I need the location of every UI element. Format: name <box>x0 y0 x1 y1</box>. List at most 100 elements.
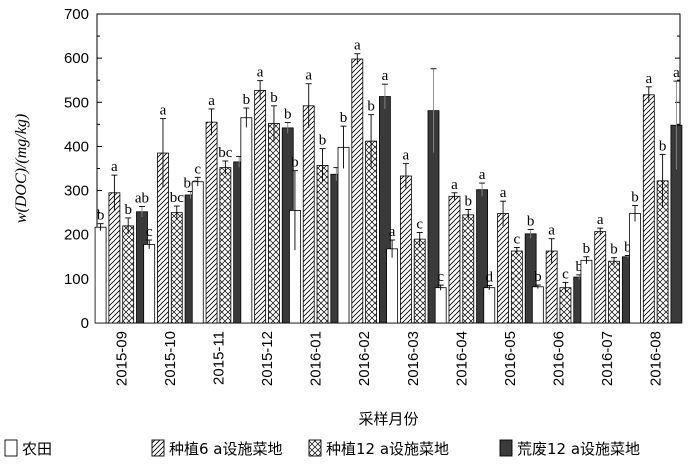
bar <box>629 213 641 324</box>
significance-label: a <box>111 159 118 175</box>
y-tick-label: 400 <box>64 138 89 155</box>
plot-area: 0100200300400500600700babab2015-09cabcbc… <box>64 6 683 386</box>
significance-label: c <box>146 224 153 240</box>
significance-label: a <box>451 177 458 193</box>
significance-label: b <box>610 242 618 258</box>
y-tick-label: 100 <box>64 271 89 288</box>
y-tick-label: 300 <box>64 183 89 200</box>
legend: 农田 种植6 a设施菜地 种植12 a设施菜地 荒废12 a设施菜地 <box>4 439 640 458</box>
bar <box>219 167 232 324</box>
significance-label: ab <box>135 190 149 206</box>
legend-swatch <box>499 439 513 457</box>
legend-swatch <box>4 439 18 457</box>
legend-swatch <box>151 439 165 457</box>
significance-label: b <box>340 110 348 126</box>
x-tick-label: 2015-10 <box>162 331 179 386</box>
y-tick-label: 600 <box>64 50 89 67</box>
significance-label: b <box>527 213 535 229</box>
significance-label: a <box>500 185 507 201</box>
significance-label: a <box>645 71 652 87</box>
x-tick-label: 2016-01 <box>308 331 325 386</box>
significance-label: b <box>631 190 639 206</box>
y-axis-label: w(DOC)/(mg/kg) <box>13 114 30 223</box>
significance-label: c <box>416 217 423 233</box>
legend-label: 种植12 a设施菜地 <box>326 440 449 458</box>
significance-label: a <box>382 68 389 84</box>
x-tick-label: 2016-04 <box>453 331 470 386</box>
significance-label: c <box>514 232 521 248</box>
x-tick-label: 2016-08 <box>648 331 665 386</box>
significance-label: c <box>437 269 444 285</box>
bar <box>642 94 655 324</box>
x-tick-label: 2016-02 <box>356 331 373 386</box>
bar <box>386 248 398 324</box>
x-tick-label: 2016-06 <box>551 331 568 386</box>
significance-label: bc <box>170 190 185 206</box>
significance-label: b <box>534 269 542 285</box>
bar <box>483 287 496 324</box>
significance-label: b <box>270 90 278 106</box>
bar <box>413 238 426 324</box>
significance-label: bc <box>218 145 233 161</box>
bar <box>240 117 253 324</box>
y-tick-label: 200 <box>64 227 89 244</box>
significance-label: b <box>291 155 299 171</box>
y-tick-label: 0 <box>81 315 89 332</box>
bar <box>94 226 107 324</box>
significance-label: b <box>284 107 292 123</box>
significance-label: b <box>465 194 473 210</box>
bar <box>268 123 280 324</box>
significance-label: b <box>659 138 667 154</box>
bar <box>191 181 204 324</box>
x-tick-label: 2015-09 <box>113 331 130 386</box>
bar <box>462 214 475 324</box>
significance-label: a <box>305 68 312 84</box>
bar <box>497 213 509 324</box>
significance-label: b <box>367 99 375 115</box>
legend-label: 荒废12 a设施菜地 <box>517 440 640 458</box>
significance-label: b <box>97 208 105 224</box>
bar <box>594 231 607 324</box>
bar <box>170 212 183 324</box>
significance-label: a <box>160 103 167 119</box>
legend-swatch <box>308 439 322 457</box>
x-tick-label: 2016-07 <box>599 331 616 386</box>
x-tick-label: 2015-11 <box>210 331 227 385</box>
significance-label: b <box>583 241 591 257</box>
significance-label: b <box>575 259 583 275</box>
significance-label: b <box>243 92 251 108</box>
bar <box>302 105 315 324</box>
significance-label: c <box>562 266 569 282</box>
significance-label: a <box>208 93 215 109</box>
bar <box>434 287 447 324</box>
bar <box>122 225 135 324</box>
bar <box>399 175 412 324</box>
legend-label: 农田 <box>22 440 52 458</box>
bar <box>448 195 461 324</box>
significance-label: a <box>673 65 680 81</box>
significance-label: c <box>194 161 201 177</box>
significance-label: a <box>403 148 410 164</box>
bar <box>337 146 350 324</box>
bar <box>608 260 620 324</box>
bar <box>143 244 156 324</box>
x-tick-label: 2015-12 <box>259 331 276 386</box>
significance-label: b <box>624 239 632 255</box>
x-tick-label: 2016-05 <box>502 331 519 386</box>
significance-label: a <box>354 38 361 54</box>
legend-label: 种植6 a设施菜地 <box>169 440 283 458</box>
significance-label: a <box>479 167 486 183</box>
significance-label: d <box>486 269 494 285</box>
bar <box>316 165 329 324</box>
bar <box>531 286 544 324</box>
bar <box>510 250 523 324</box>
x-axis-label: 采样月份 <box>358 410 418 428</box>
bar <box>351 58 364 324</box>
bar <box>108 192 121 324</box>
bar <box>580 259 593 324</box>
significance-label: a <box>257 65 264 81</box>
y-tick-label: 700 <box>64 6 89 23</box>
y-tick-label: 500 <box>64 94 89 111</box>
bar <box>365 140 378 324</box>
